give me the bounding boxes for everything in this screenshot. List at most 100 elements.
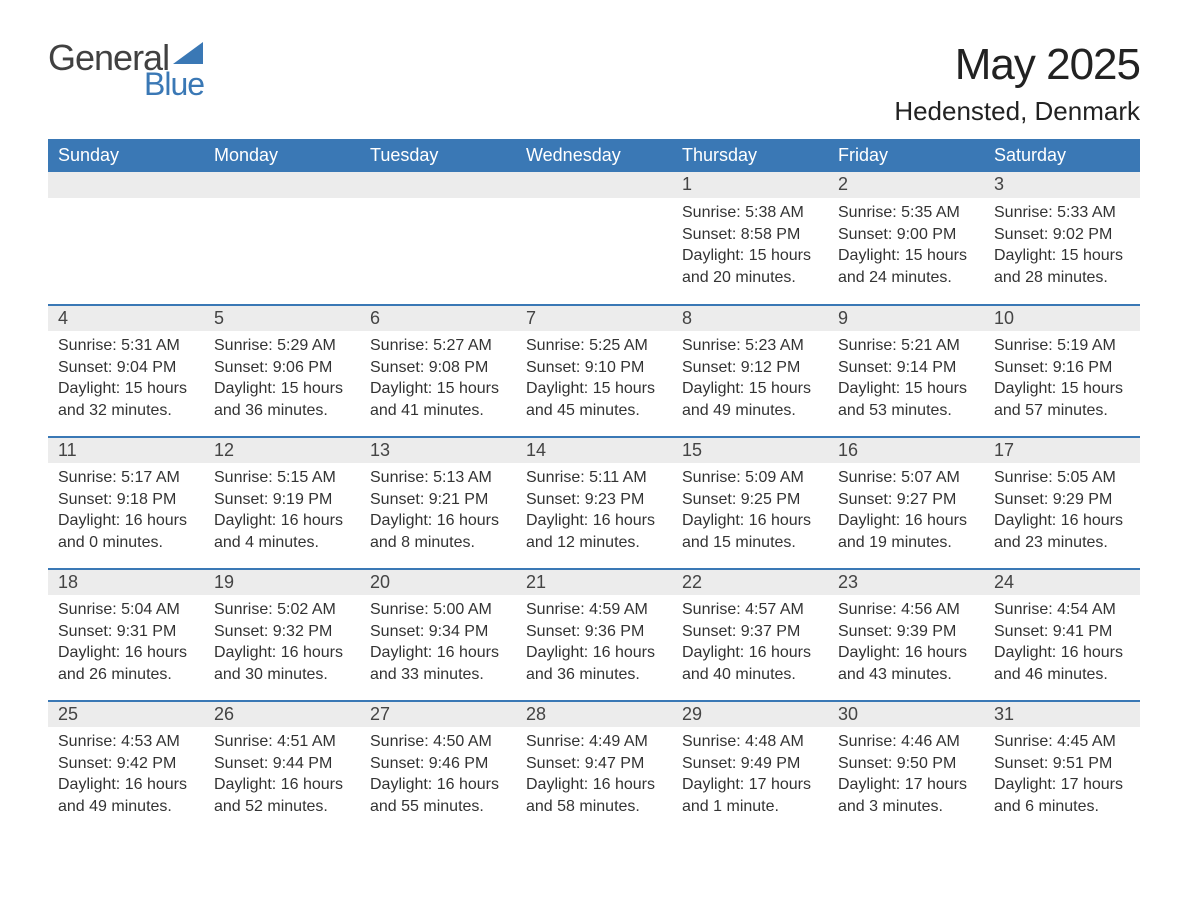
calendar-cell: [48, 172, 204, 304]
day-number: 18: [48, 568, 204, 595]
calendar-week-row: 18Sunrise: 5:04 AMSunset: 9:31 PMDayligh…: [48, 568, 1140, 700]
day-number: 20: [360, 568, 516, 595]
sunrise-text: Sunrise: 5:07 AM: [838, 467, 974, 489]
day-number: 3: [984, 172, 1140, 198]
day-number: 27: [360, 700, 516, 727]
calendar-cell: 6Sunrise: 5:27 AMSunset: 9:08 PMDaylight…: [360, 304, 516, 436]
daylight-text: Daylight: 16 hours and 19 minutes.: [838, 510, 974, 553]
sunrise-text: Sunrise: 5:38 AM: [682, 202, 818, 224]
day-number: 4: [48, 304, 204, 331]
logo: General Blue: [48, 40, 204, 100]
sunset-text: Sunset: 9:34 PM: [370, 621, 506, 643]
calendar-body: 1 Sunrise: 5:38 AMSunset: 8:58 PM Daylight…: [48, 172, 1140, 832]
sunset-text: Sunset: 9:50 PM: [838, 753, 974, 775]
sunrise-text: Sunrise: 5:15 AM: [214, 467, 350, 489]
day-number: [204, 172, 360, 198]
daylight-text: Daylight: 16 hours and 46 minutes.: [994, 642, 1130, 685]
daylight-text: Daylight: 16 hours and 40 minutes.: [682, 642, 818, 685]
daylight-text: Daylight: 15 hours and 36 minutes.: [214, 378, 350, 421]
day-number: 12: [204, 436, 360, 463]
daylight-text: Daylight: 16 hours and 55 minutes.: [370, 774, 506, 817]
day-number: 8: [672, 304, 828, 331]
calendar-cell: 15Sunrise: 5:09 AMSunset: 9:25 PMDayligh…: [672, 436, 828, 568]
day-number: 16: [828, 436, 984, 463]
daylight-text: Daylight: 16 hours and 0 minutes.: [58, 510, 194, 553]
sunrise-text: Sunrise: 5:27 AM: [370, 335, 506, 357]
day-details: Sunrise: 5:00 AMSunset: 9:34 PMDaylight:…: [360, 595, 516, 695]
page-title: May 2025: [894, 40, 1140, 90]
calendar-week-row: 25Sunrise: 4:53 AMSunset: 9:42 PMDayligh…: [48, 700, 1140, 832]
sunrise-text: Sunrise: 5:05 AM: [994, 467, 1130, 489]
day-details: Sunrise: 5:23 AMSunset: 9:12 PMDaylight:…: [672, 331, 828, 431]
day-details: [48, 198, 204, 212]
calendar-cell: 11Sunrise: 5:17 AMSunset: 9:18 PMDayligh…: [48, 436, 204, 568]
day-details: Sunrise: 5:21 AMSunset: 9:14 PMDaylight:…: [828, 331, 984, 431]
day-number: 31: [984, 700, 1140, 727]
sunset-text: Sunset: 9:12 PM: [682, 357, 818, 379]
sunrise-text: Sunrise: 5:23 AM: [682, 335, 818, 357]
calendar-cell: 13Sunrise: 5:13 AMSunset: 9:21 PMDayligh…: [360, 436, 516, 568]
sunrise-text: Sunrise: 5:13 AM: [370, 467, 506, 489]
daylight-text: Daylight: 16 hours and 8 minutes.: [370, 510, 506, 553]
day-number: 6: [360, 304, 516, 331]
day-number: 19: [204, 568, 360, 595]
calendar-week-row: 4Sunrise: 5:31 AMSunset: 9:04 PMDaylight…: [48, 304, 1140, 436]
daylight-text: Daylight: 17 hours and 1 minute.: [682, 774, 818, 817]
logo-text-blue: Blue: [144, 68, 204, 100]
daylight-text: Daylight: 16 hours and 58 minutes.: [526, 774, 662, 817]
sunset-text: Sunset: 9:18 PM: [58, 489, 194, 511]
sunset-text: Sunset: 9:42 PM: [58, 753, 194, 775]
calendar-cell: 5Sunrise: 5:29 AMSunset: 9:06 PMDaylight…: [204, 304, 360, 436]
day-number: 23: [828, 568, 984, 595]
day-details: Sunrise: 4:54 AMSunset: 9:41 PMDaylight:…: [984, 595, 1140, 695]
day-number: 22: [672, 568, 828, 595]
sunset-text: Sunset: 9:39 PM: [838, 621, 974, 643]
day-number: 15: [672, 436, 828, 463]
sunset-text: Sunset: 8:58 PM: [682, 224, 818, 246]
sunset-text: Sunset: 9:46 PM: [370, 753, 506, 775]
calendar-cell: 10Sunrise: 5:19 AMSunset: 9:16 PMDayligh…: [984, 304, 1140, 436]
calendar-week-row: 1Sunrise: 5:38 AMSunset: 8:58 PMDaylight…: [48, 172, 1140, 304]
day-details: Sunrise: 5:13 AMSunset: 9:21 PMDaylight:…: [360, 463, 516, 563]
sunset-text: Sunset: 9:32 PM: [214, 621, 350, 643]
sunrise-text: Sunrise: 5:09 AM: [682, 467, 818, 489]
day-number: 1: [672, 172, 828, 198]
day-details: Sunrise: 4:56 AMSunset: 9:39 PMDaylight:…: [828, 595, 984, 695]
sunrise-text: Sunrise: 4:48 AM: [682, 731, 818, 753]
sunrise-text: Sunrise: 4:46 AM: [838, 731, 974, 753]
day-details: Sunrise: 5:31 AMSunset: 9:04 PMDaylight:…: [48, 331, 204, 431]
calendar-cell: [516, 172, 672, 304]
calendar-cell: 30Sunrise: 4:46 AMSunset: 9:50 PMDayligh…: [828, 700, 984, 832]
calendar-cell: [360, 172, 516, 304]
sunrise-text: Sunrise: 5:04 AM: [58, 599, 194, 621]
sunset-text: Sunset: 9:44 PM: [214, 753, 350, 775]
calendar-cell: 12Sunrise: 5:15 AMSunset: 9:19 PMDayligh…: [204, 436, 360, 568]
weekday-header: Monday: [204, 139, 360, 172]
sunrise-text: Sunrise: 4:51 AM: [214, 731, 350, 753]
daylight-text: Daylight: 16 hours and 33 minutes.: [370, 642, 506, 685]
day-details: [204, 198, 360, 212]
day-number: 9: [828, 304, 984, 331]
calendar-cell: 9Sunrise: 5:21 AMSunset: 9:14 PMDaylight…: [828, 304, 984, 436]
daylight-text: Daylight: 17 hours and 6 minutes.: [994, 774, 1130, 817]
sunrise-text: Sunrise: 4:57 AM: [682, 599, 818, 621]
daylight-text: Daylight: 15 hours and 45 minutes.: [526, 378, 662, 421]
calendar-cell: 8Sunrise: 5:23 AMSunset: 9:12 PMDaylight…: [672, 304, 828, 436]
sunset-text: Sunset: 9:23 PM: [526, 489, 662, 511]
sunset-text: Sunset: 9:27 PM: [838, 489, 974, 511]
calendar-cell: 1Sunrise: 5:38 AMSunset: 8:58 PMDaylight…: [672, 172, 828, 304]
sunset-text: Sunset: 9:21 PM: [370, 489, 506, 511]
day-number: 26: [204, 700, 360, 727]
sunrise-text: Sunrise: 5:00 AM: [370, 599, 506, 621]
calendar-cell: 14Sunrise: 5:11 AMSunset: 9:23 PMDayligh…: [516, 436, 672, 568]
day-number: [48, 172, 204, 198]
daylight-text: Daylight: 16 hours and 49 minutes.: [58, 774, 194, 817]
day-details: Sunrise: 4:48 AMSunset: 9:49 PMDaylight:…: [672, 727, 828, 827]
header: General Blue May 2025 Hedensted, Denmark: [48, 40, 1140, 127]
sunset-text: Sunset: 9:41 PM: [994, 621, 1130, 643]
daylight-text: Daylight: 17 hours and 3 minutes.: [838, 774, 974, 817]
sunrise-text: Sunrise: 4:54 AM: [994, 599, 1130, 621]
sunset-text: Sunset: 9:08 PM: [370, 357, 506, 379]
calendar-cell: 19Sunrise: 5:02 AMSunset: 9:32 PMDayligh…: [204, 568, 360, 700]
calendar-cell: 20Sunrise: 5:00 AMSunset: 9:34 PMDayligh…: [360, 568, 516, 700]
